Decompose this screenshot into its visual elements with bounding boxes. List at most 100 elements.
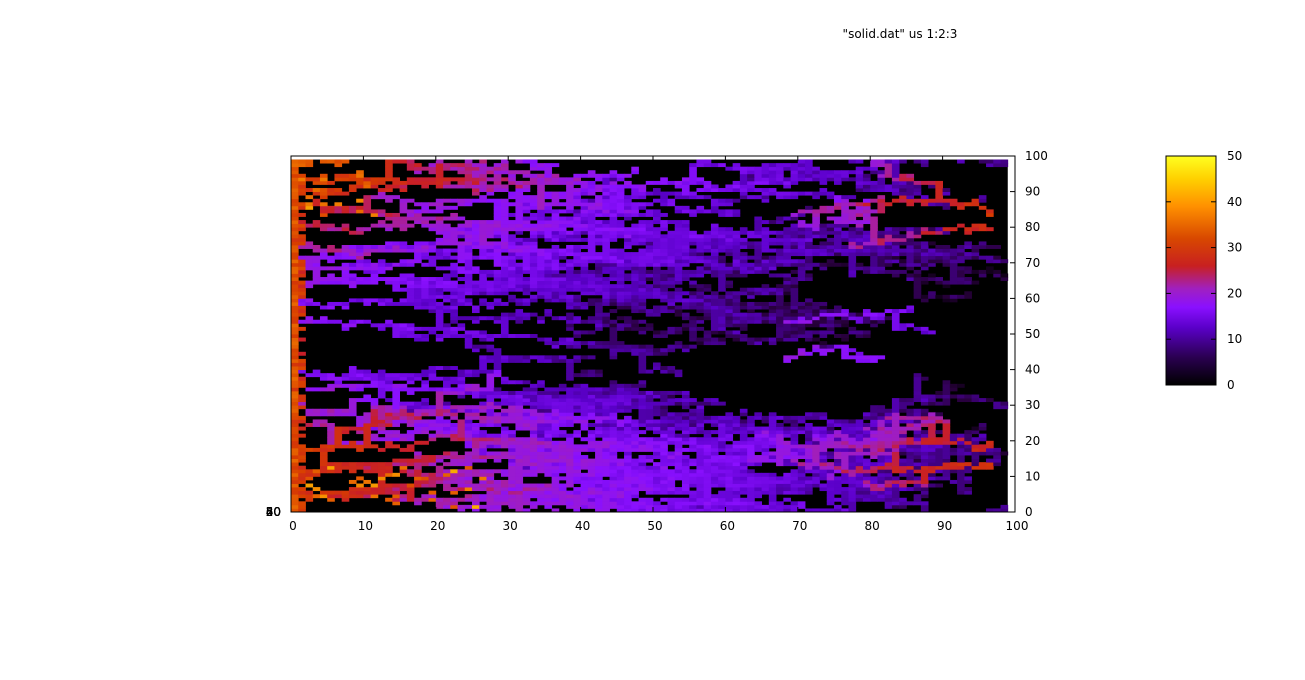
heatmap-cell (435, 266, 444, 271)
heatmap-cell (486, 227, 495, 232)
heatmap-cell (537, 273, 545, 278)
heatmap-cell (406, 483, 415, 488)
heatmap-cell (718, 426, 726, 431)
heatmap-cell (457, 369, 466, 374)
heatmap-cell (457, 230, 466, 235)
heatmap-cell (609, 398, 618, 403)
heatmap-cell (341, 205, 350, 210)
heatmap-cell (435, 394, 444, 399)
heatmap-cell (472, 408, 480, 413)
heatmap-cell (508, 234, 516, 239)
heatmap-cell (363, 487, 372, 492)
heatmap-cell (848, 330, 857, 335)
heatmap-cell (602, 465, 610, 470)
heatmap-cell (718, 234, 726, 239)
heatmap-cell (884, 444, 893, 449)
heatmap-cell (479, 497, 487, 502)
heatmap-cell (493, 494, 502, 499)
heatmap-cell (848, 259, 857, 264)
heatmap-cell (544, 298, 553, 303)
heatmap-cell (399, 323, 408, 328)
heatmap-cell (472, 237, 480, 242)
heatmap-cell (435, 398, 444, 403)
heatmap-cell (580, 301, 589, 306)
heatmap-cell (435, 469, 444, 474)
heatmap-cell (493, 469, 502, 474)
heatmap-cell (660, 426, 668, 431)
heatmap-cell (805, 241, 813, 246)
heatmap-cell (877, 205, 886, 210)
heatmap-cell (790, 212, 799, 217)
heatmap-cell (616, 259, 625, 264)
heatmap-cell (826, 209, 835, 214)
heatmap-cell (696, 252, 705, 257)
heatmap-cell (631, 291, 639, 296)
heatmap-cell (508, 458, 516, 463)
heatmap-cell (776, 252, 784, 257)
heatmap-cell (660, 440, 668, 445)
heatmap-cell (602, 212, 610, 217)
heatmap-cell (834, 305, 842, 310)
heatmap-cell (443, 455, 451, 459)
heatmap-cell (645, 209, 654, 214)
heatmap-cell (573, 501, 581, 506)
heatmap-cell (834, 469, 842, 474)
heatmap-cell (573, 490, 581, 495)
heatmap-cell (891, 198, 900, 203)
heatmap-cell (674, 330, 683, 335)
heatmap-cell (508, 280, 516, 285)
heatmap-cell (522, 259, 531, 264)
heatmap-cell (891, 415, 900, 420)
heatmap-cell (595, 341, 603, 346)
heatmap-cell (660, 223, 668, 228)
heatmap-cell (464, 433, 473, 438)
heatmap-cell (703, 330, 712, 335)
heatmap-cell (674, 423, 683, 427)
heatmap-cell (667, 245, 676, 249)
heatmap-cell (638, 212, 647, 217)
heatmap-cell (602, 323, 610, 328)
heatmap-cell (754, 227, 762, 232)
heatmap-cell (479, 195, 487, 200)
heatmap-cell (479, 390, 487, 395)
heatmap-cell (486, 437, 495, 442)
heatmap-cell (957, 269, 965, 274)
heatmap-cell (348, 366, 357, 370)
heatmap-cell (363, 259, 372, 264)
heatmap-cell (479, 472, 487, 477)
heatmap-cell (703, 248, 712, 253)
heatmap-cell (891, 465, 900, 470)
heatmap-cell (776, 447, 784, 452)
heatmap-cell (747, 508, 755, 513)
heatmap-cell (435, 277, 444, 281)
heatmap-cell (493, 419, 502, 424)
heatmap-cell (457, 316, 466, 321)
heatmap-cell (595, 309, 603, 314)
heatmap-cell (544, 423, 553, 427)
heatmap-cell (645, 241, 654, 246)
heatmap-cell (522, 287, 531, 292)
heatmap-cell (754, 472, 762, 477)
heatmap-cell (645, 476, 654, 481)
heatmap-cell (870, 230, 878, 235)
heatmap-cell (319, 305, 328, 310)
heatmap-cell (631, 301, 639, 306)
heatmap-cell (334, 277, 343, 281)
heatmap-cell (986, 444, 994, 449)
heatmap-cell (761, 447, 770, 452)
heatmap-cell (298, 479, 306, 484)
heatmap-cell (841, 312, 849, 317)
heatmap-cell (768, 426, 777, 431)
heatmap-cell (993, 259, 1001, 264)
heatmap-cell (812, 323, 820, 328)
heatmap-cell (971, 430, 980, 435)
heatmap-cell (493, 241, 502, 246)
heatmap-cell (732, 234, 741, 239)
heatmap-cell (949, 479, 958, 484)
heatmap-cell (667, 501, 676, 506)
heatmap-cell (587, 341, 596, 346)
heatmap-cell (689, 234, 697, 239)
heatmap-cell (529, 437, 538, 442)
heatmap-cell (312, 269, 321, 274)
heatmap-cell (739, 252, 748, 257)
